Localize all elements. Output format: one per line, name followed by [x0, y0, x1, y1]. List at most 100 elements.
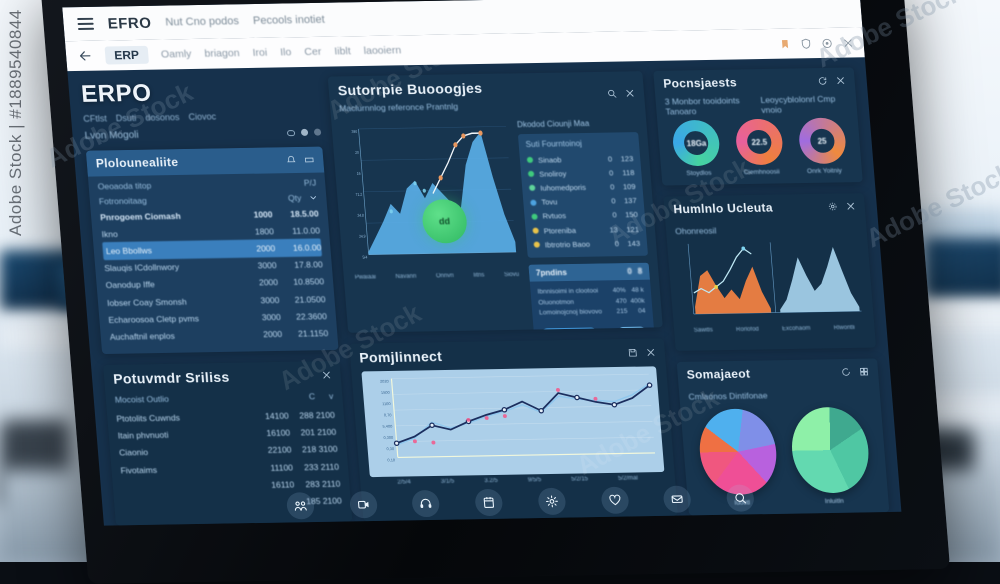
dock-button[interactable]: [726, 484, 755, 511]
bell-icon[interactable]: [286, 155, 297, 165]
summary-primary-pill[interactable]: Ikanmoooib: [541, 328, 600, 334]
dock-button[interactable]: [286, 492, 315, 519]
breadcrumb-2[interactable]: Pecools inotiet: [253, 14, 326, 27]
svg-text:20: 20: [355, 151, 359, 155]
dock-button[interactable]: [349, 490, 378, 517]
gear-icon[interactable]: [827, 201, 838, 211]
left-column: ERPO CFtlst Dsuti dosonos Ciovoc Lvon Mo…: [80, 77, 352, 526]
svg-text:1100: 1100: [382, 402, 391, 407]
dock-button[interactable]: [600, 486, 629, 513]
legend-color-dot: [528, 171, 534, 177]
status-dot2-icon: [314, 129, 322, 136]
tab-erp[interactable]: ERP: [105, 46, 149, 65]
grid-icon[interactable]: [859, 366, 870, 376]
pie-chart[interactable]: Inluitln: [789, 406, 873, 505]
projects-sub-left: 3 Monbor tooidoints Tanoaro: [664, 95, 761, 117]
subnav-3[interactable]: Ciovoc: [188, 111, 216, 121]
tab-item-6[interactable]: laooiern: [363, 44, 401, 57]
shield-icon[interactable]: [800, 38, 812, 49]
legend-color-dot: [530, 199, 536, 205]
close-icon[interactable]: [835, 76, 846, 86]
save-icon[interactable]: [627, 348, 638, 358]
axis-tick-label: Onnvri: [436, 273, 454, 279]
gear-icon: [545, 494, 559, 507]
purchase-title: Potuvmdr Sriliss: [113, 368, 231, 386]
row-value: 16.0.00: [275, 242, 322, 253]
axis-tick-label: Pwaiaai: [355, 274, 377, 280]
tab-item-2[interactable]: Iroi: [252, 47, 268, 59]
dock-button[interactable]: [411, 489, 440, 516]
tab-item-5[interactable]: Iiblt: [334, 45, 351, 57]
inventory-filter-label[interactable]: Fotronoitaag: [99, 196, 148, 207]
dashboard: ERPO CFtlst Dsuti dosonos Ciovoc Lvon Mo…: [67, 57, 901, 525]
purchase-col-b: v: [329, 390, 334, 400]
row-qty: 2000: [238, 277, 279, 288]
refresh-icon[interactable]: [817, 76, 828, 86]
svg-text:34.9: 34.9: [359, 234, 366, 239]
tag-icon[interactable]: [304, 155, 315, 165]
close-icon[interactable]: [645, 348, 656, 358]
dock-button[interactable]: [474, 488, 503, 515]
svg-text:5/4: 5/4: [362, 255, 367, 259]
laptop-device: EFRO Nut Cno podos Pecools inotiet ERP O…: [40, 0, 950, 584]
inventory-title: Plolounealiite: [95, 155, 178, 170]
donut-value: 25: [797, 118, 847, 165]
search-icon[interactable]: [606, 88, 617, 98]
projects-title: Pocnsjaests: [663, 75, 738, 90]
document-icon[interactable]: [605, 329, 611, 333]
refresh-icon[interactable]: [841, 366, 852, 376]
summary-title: 7pndins: [536, 268, 567, 278]
purchase-sub: Mocoist Outlio: [114, 393, 169, 404]
axis-tick-label: Iitns: [473, 272, 485, 278]
subnav-2[interactable]: dosonos: [145, 112, 180, 123]
tab-item-0[interactable]: Oamly: [161, 48, 192, 60]
hamburger-icon[interactable]: [77, 18, 94, 30]
bookmark-icon[interactable]: [779, 38, 791, 49]
status-dot-icon: [301, 129, 309, 136]
legend-color-dot: [531, 214, 537, 220]
snapshot-title: Somajaeot: [686, 366, 751, 381]
chevron-down-icon[interactable]: [309, 194, 318, 202]
subnav-1[interactable]: Dsuti: [115, 113, 136, 123]
subnav-0[interactable]: CFtlst: [83, 113, 107, 123]
tab-item-3[interactable]: Ilo: [280, 46, 292, 58]
axis-tick-label: Siovu: [504, 272, 520, 278]
row-qty: 2000: [242, 329, 283, 340]
inventory-col-qty: Qty: [288, 193, 302, 203]
profile-icon[interactable]: [821, 37, 833, 48]
search-icon: [733, 491, 747, 504]
axis-tick-label: Excohaom: [782, 326, 811, 332]
dock-button[interactable]: [537, 487, 566, 514]
screen-content: EFRO Nut Cno podos Pecools inotiet ERP O…: [62, 0, 901, 526]
tab-item-4[interactable]: Cer: [304, 46, 322, 58]
app-meta: Lvon Mogoli: [84, 127, 321, 142]
legend-sub: Suti Fourntoinoj: [525, 138, 632, 149]
donut-value: 18Ga: [672, 120, 722, 167]
donut-value: 22.5: [734, 119, 784, 166]
close-icon[interactable]: [625, 88, 636, 98]
dock-button[interactable]: [663, 485, 692, 512]
svg-text:390: 390: [351, 130, 357, 134]
close-icon[interactable]: [845, 201, 856, 211]
summary-actions: Ikanmoooib 713: [533, 322, 655, 334]
tab-item-1[interactable]: briagon: [204, 47, 240, 60]
browser-brand: EFRO: [107, 14, 152, 32]
legend-color-dot: [532, 228, 538, 234]
legend-color-dot: [534, 242, 540, 248]
close-icon[interactable]: [321, 369, 332, 379]
back-arrow-icon[interactable]: [78, 49, 93, 63]
row-qty: 3000: [236, 260, 277, 271]
breadcrumb-1[interactable]: Nut Cno podos: [165, 15, 239, 28]
summary-value-pill[interactable]: 713: [617, 327, 648, 334]
close-icon[interactable]: [842, 37, 854, 48]
toggle-icon[interactable]: [287, 130, 295, 136]
